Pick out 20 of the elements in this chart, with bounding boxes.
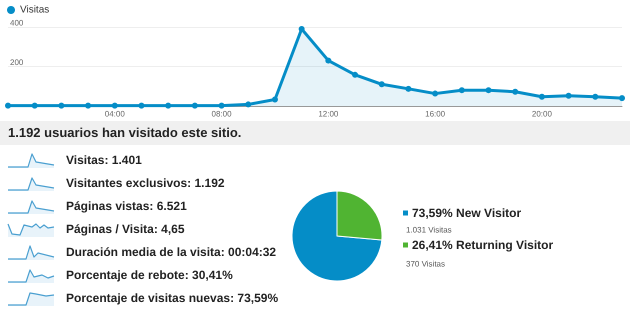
y-tick-label: 400	[10, 18, 24, 28]
x-tick-label: 08:00	[212, 110, 232, 118]
text: Páginas / Visita: 4,65	[66, 222, 185, 236]
text: Visitantes exclusivos: 1.192	[66, 176, 225, 190]
text: Visitas: 1.401	[66, 153, 142, 167]
x-tick-label: 20:00	[532, 110, 552, 118]
y-tick-label: 200	[10, 58, 24, 67]
legend-label: 26,41% Returning Visitor	[412, 238, 554, 252]
text: 1.031 Visitas	[406, 226, 452, 234]
x-tick-label: 04:00	[104, 110, 126, 118]
text: Duración media de la visita: 00:04:32	[66, 245, 276, 259]
text: Porcentaje de rebote: 30,41%	[66, 268, 233, 282]
x-tick-label: 16:00	[425, 110, 446, 118]
text: Páginas vistas: 6.521	[66, 199, 187, 213]
text: 1.192 usuarios han visitado este sitio.	[0, 121, 630, 145]
text: Porcentaje de visitas nuevas: 73,59%	[66, 291, 278, 305]
text: 370 Visitas	[406, 260, 445, 268]
legend-label: Visitas	[20, 4, 50, 16]
x-tick-label: 12:00	[318, 110, 339, 118]
legend-label: 73,59% New Visitor	[412, 206, 522, 220]
